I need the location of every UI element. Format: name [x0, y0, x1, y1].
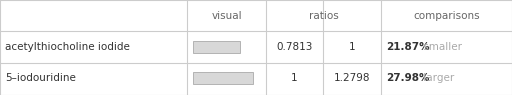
FancyBboxPatch shape — [193, 41, 240, 53]
Text: larger: larger — [420, 73, 455, 83]
Text: ratios: ratios — [309, 11, 339, 21]
Text: smaller: smaller — [420, 42, 462, 52]
Text: 21.87%: 21.87% — [387, 42, 430, 52]
Text: 1: 1 — [349, 42, 355, 52]
Text: comparisons: comparisons — [413, 11, 480, 21]
FancyBboxPatch shape — [193, 72, 253, 84]
Text: 0.7813: 0.7813 — [276, 42, 313, 52]
Text: acetylthiocholine iodide: acetylthiocholine iodide — [5, 42, 130, 52]
Text: 27.98%: 27.98% — [387, 73, 430, 83]
Text: 5–iodouridine: 5–iodouridine — [5, 73, 76, 83]
Text: 1.2798: 1.2798 — [334, 73, 370, 83]
Text: 1: 1 — [291, 73, 297, 83]
Text: visual: visual — [211, 11, 242, 21]
